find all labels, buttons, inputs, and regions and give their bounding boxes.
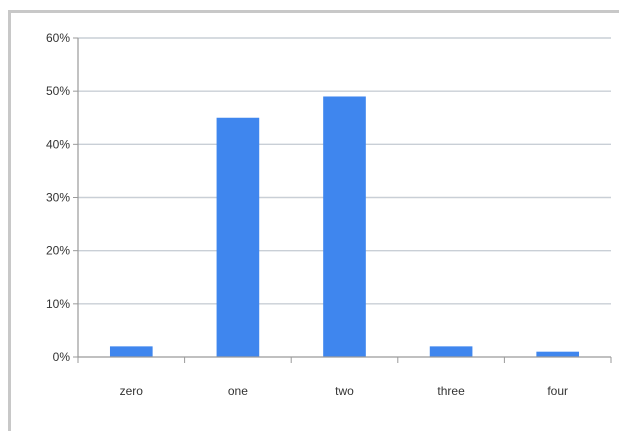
x-tick-label: two [335, 384, 354, 398]
axes [73, 37, 612, 363]
bar-four [536, 351, 580, 357]
x-tick-label: three [437, 384, 465, 398]
y-tick-label: 20% [46, 244, 70, 258]
chart-frame [8, 10, 619, 431]
y-tick-label: 50% [46, 84, 70, 98]
bar-three [429, 346, 473, 357]
y-tick-label: 60% [46, 31, 70, 45]
bar-one [216, 117, 260, 357]
bars [109, 96, 580, 357]
x-tick-label: zero [120, 384, 144, 398]
axis-labels: 0% 10% 20% 30% 40% 50% 60% zero one two three four [46, 31, 568, 398]
y-tick-label: 10% [46, 297, 70, 311]
y-tick-label: 40% [46, 137, 70, 151]
y-tick-label: 30% [46, 191, 70, 205]
x-tick-label: one [228, 384, 248, 398]
x-tick-label: four [547, 384, 568, 398]
bar-zero [109, 346, 153, 357]
bar-two [323, 96, 366, 357]
y-tick-label: 0% [53, 350, 71, 364]
